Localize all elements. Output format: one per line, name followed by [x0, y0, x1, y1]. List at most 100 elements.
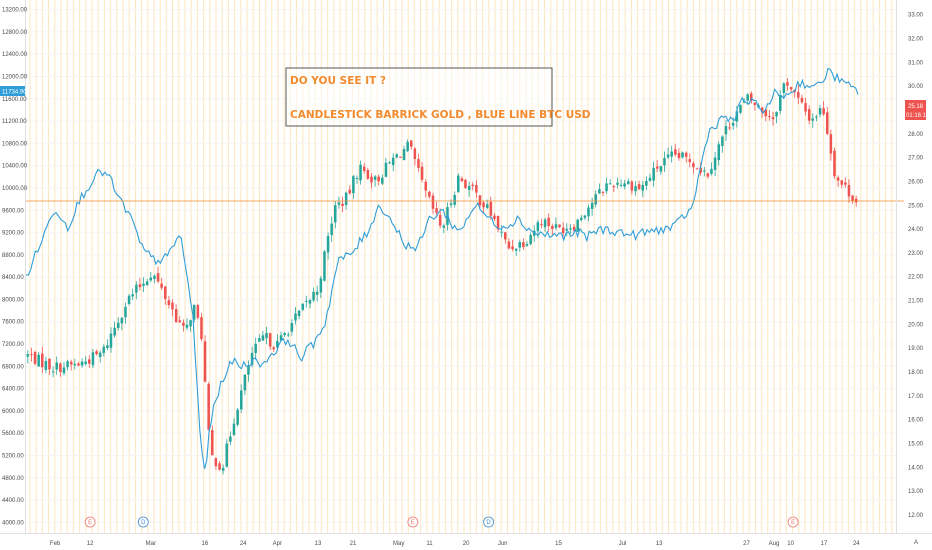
candle-body	[457, 175, 460, 193]
candle-body	[467, 186, 471, 190]
candle-body	[424, 181, 428, 191]
btc-line	[25, 67, 859, 469]
candle-body	[127, 295, 131, 304]
candle-body	[811, 118, 815, 121]
candle-body	[243, 374, 247, 391]
candle-body	[315, 291, 319, 295]
candle-body	[478, 195, 482, 206]
candle-body	[572, 226, 576, 231]
candle-body	[826, 112, 829, 134]
candle-body	[247, 366, 250, 375]
left-axis-tick-label: 6800.00	[2, 364, 24, 370]
right-price-tag-value: 25.18	[908, 104, 924, 110]
candle-body	[746, 94, 749, 101]
candle-body	[84, 361, 87, 365]
candle-body	[142, 283, 145, 286]
right-axis-ticks: 33.0032.0031.0030.0029.0028.0027.0026.00…	[908, 13, 924, 519]
candle-body	[283, 332, 286, 335]
candle-body	[323, 251, 326, 281]
candle-body	[645, 181, 648, 186]
left-axis-tick-label: 11600.00	[2, 97, 27, 103]
left-axis-tick-label: 6400.00	[2, 387, 24, 393]
event-marker-label: D	[486, 520, 491, 526]
candle-body	[279, 335, 283, 341]
candle-body	[88, 359, 91, 364]
candle-body	[370, 176, 373, 183]
event-marker-label: D	[141, 520, 146, 526]
candle-body	[659, 166, 663, 172]
candle-body	[417, 159, 420, 168]
candle-body	[786, 82, 789, 86]
candle-body	[384, 162, 388, 177]
candle-body	[493, 215, 496, 219]
candle-body	[507, 241, 511, 249]
candle-body	[290, 323, 294, 332]
candle-body	[612, 186, 616, 188]
btc-line-series	[25, 67, 859, 469]
annotation-line-2: CANDLESTICK BARRICK GOLD , BLUE LINE BTC…	[290, 109, 591, 121]
candle-body	[221, 467, 225, 471]
candle-body	[717, 144, 721, 161]
candle-body	[460, 178, 464, 182]
candle-body	[276, 340, 279, 348]
auto-scale-button[interactable]: A	[914, 540, 918, 546]
candle-body	[844, 182, 847, 185]
candle-body	[688, 159, 692, 163]
candle-body	[156, 273, 160, 282]
candle-body	[334, 205, 337, 223]
candle-body	[731, 123, 735, 126]
candle-body	[200, 317, 203, 340]
candle-body	[402, 149, 406, 161]
left-price-tag-bg	[0, 86, 25, 96]
candle-body	[236, 409, 239, 425]
left-axis-tick-label: 12000.00	[2, 75, 28, 81]
candle-body	[26, 354, 30, 357]
candle-body	[167, 300, 171, 306]
candle-body	[124, 306, 127, 318]
candle-body	[399, 156, 402, 158]
left-axis-tick-label: 4800.00	[2, 476, 24, 482]
left-axis-tick-label: 9200.00	[2, 231, 24, 237]
annotation-box[interactable]: DO YOU SEE IT ? CANDLESTICK BARRICK GOLD…	[285, 67, 591, 127]
candle-body	[598, 189, 601, 194]
candle-body	[174, 309, 178, 322]
left-axis-tick-label: 5200.00	[2, 454, 24, 460]
candle-body	[182, 322, 185, 326]
left-axis-tick-label: 13200.00	[2, 8, 28, 14]
candle-body	[677, 152, 681, 159]
candle-body	[348, 189, 352, 194]
annotation-line-1: DO YOU SEE IT ?	[290, 75, 386, 87]
candle-body	[782, 83, 786, 93]
candle-body	[670, 151, 673, 157]
right-axis-tick-label: 28.00	[908, 132, 924, 138]
right-axis-tick-label: 26.00	[908, 179, 924, 185]
right-axis-tick-label: 22.00	[908, 275, 924, 281]
candle-body	[580, 217, 583, 221]
candle-body	[410, 140, 413, 147]
candle-body	[297, 310, 301, 316]
dividend-marker	[483, 516, 495, 528]
candle-body	[525, 244, 529, 246]
candle-body	[232, 423, 236, 436]
right-axis-tick-label: 15.00	[908, 441, 924, 447]
left-axis-tick-label: 8400.00	[2, 275, 24, 281]
x-axis-tick-label: 13	[656, 541, 663, 547]
candle-body	[294, 313, 297, 321]
candle-body	[153, 275, 156, 279]
candle-body	[135, 284, 138, 293]
right-price-tag-countdown: 01:16:16	[906, 113, 930, 119]
candle-body	[207, 383, 210, 430]
candle-body	[471, 184, 475, 186]
candle-body	[797, 92, 800, 98]
event-marker-label: E	[411, 520, 415, 526]
candle-body	[431, 195, 435, 209]
candle-body	[265, 332, 268, 339]
candle-body	[789, 87, 793, 90]
candle-body	[120, 317, 124, 324]
left-axis-tick-label: 10400.00	[2, 164, 28, 170]
candle-body	[551, 226, 554, 229]
left-axis-tick-label: 5600.00	[2, 431, 24, 437]
candle-body	[710, 168, 713, 174]
candle-body	[656, 166, 659, 169]
